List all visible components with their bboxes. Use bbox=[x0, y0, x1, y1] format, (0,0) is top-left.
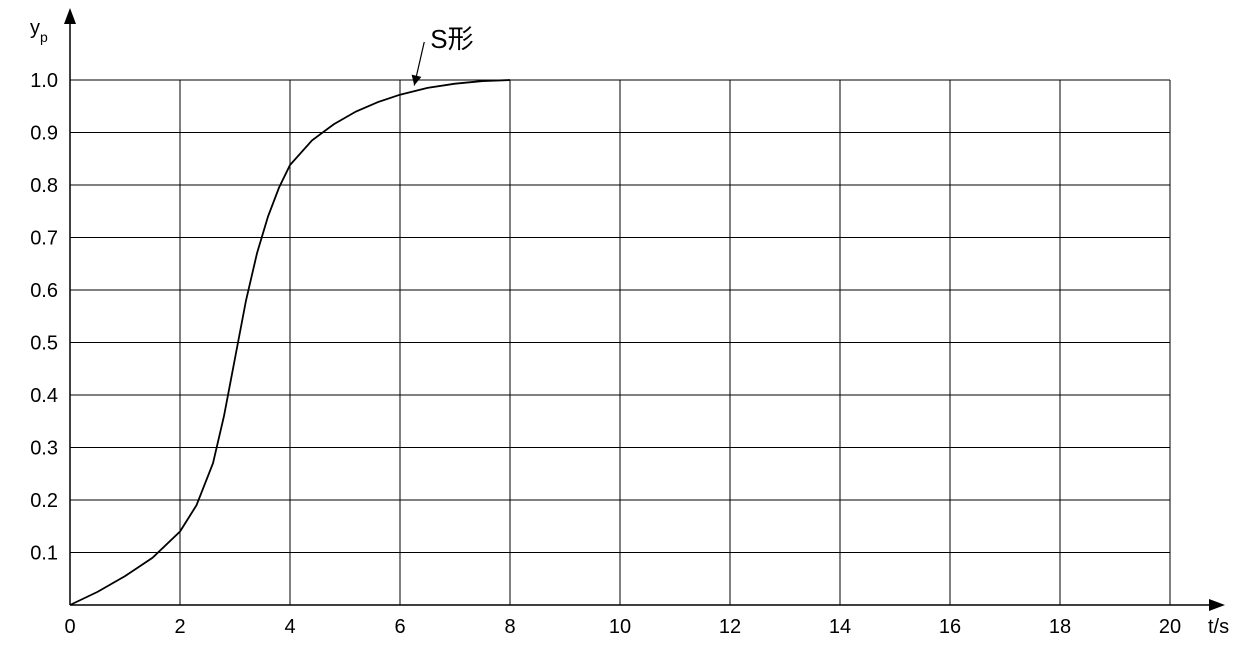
y-tick-label: 0.8 bbox=[30, 175, 58, 197]
y-axis-arrow bbox=[64, 8, 76, 24]
x-tick-label: 20 bbox=[1159, 616, 1181, 638]
y-tick-label: 1.0 bbox=[30, 70, 58, 92]
y-tick-label: 0.1 bbox=[30, 543, 58, 565]
x-tick-label: 16 bbox=[939, 616, 961, 638]
x-tick-label: 10 bbox=[609, 616, 631, 638]
x-tick-label: 18 bbox=[1049, 616, 1071, 638]
y-tick-label: 0.4 bbox=[30, 385, 58, 407]
x-tick-label: 6 bbox=[394, 616, 405, 638]
x-tick-label: 0 bbox=[64, 616, 75, 638]
y-tick-label: 0.7 bbox=[30, 228, 58, 250]
x-tick-label: 14 bbox=[829, 616, 851, 638]
x-tick-label: 8 bbox=[504, 616, 515, 638]
y-axis-label: yp bbox=[30, 17, 48, 45]
x-tick-label: 2 bbox=[174, 616, 185, 638]
s-curve-chart: 0 2 4 6 8 10 12 14 16 18 20 0.1 0.2 0.3 0.4 0.5 0.6 0.7 0.… bbox=[0, 0, 1240, 671]
x-tick-label: 12 bbox=[719, 616, 741, 638]
y-tick-label: 0.9 bbox=[30, 123, 58, 145]
x-tick-label: 4 bbox=[284, 616, 295, 638]
y-tick-label: 0.5 bbox=[30, 333, 58, 355]
y-tick-label: 0.3 bbox=[30, 438, 58, 460]
y-tick-label: 0.2 bbox=[30, 490, 58, 512]
x-axis-label: t/s bbox=[1208, 616, 1229, 638]
y-tick-label: 0.6 bbox=[30, 280, 58, 302]
curve-annotation: S形 bbox=[430, 24, 473, 54]
x-axis-arrow bbox=[1209, 599, 1225, 611]
